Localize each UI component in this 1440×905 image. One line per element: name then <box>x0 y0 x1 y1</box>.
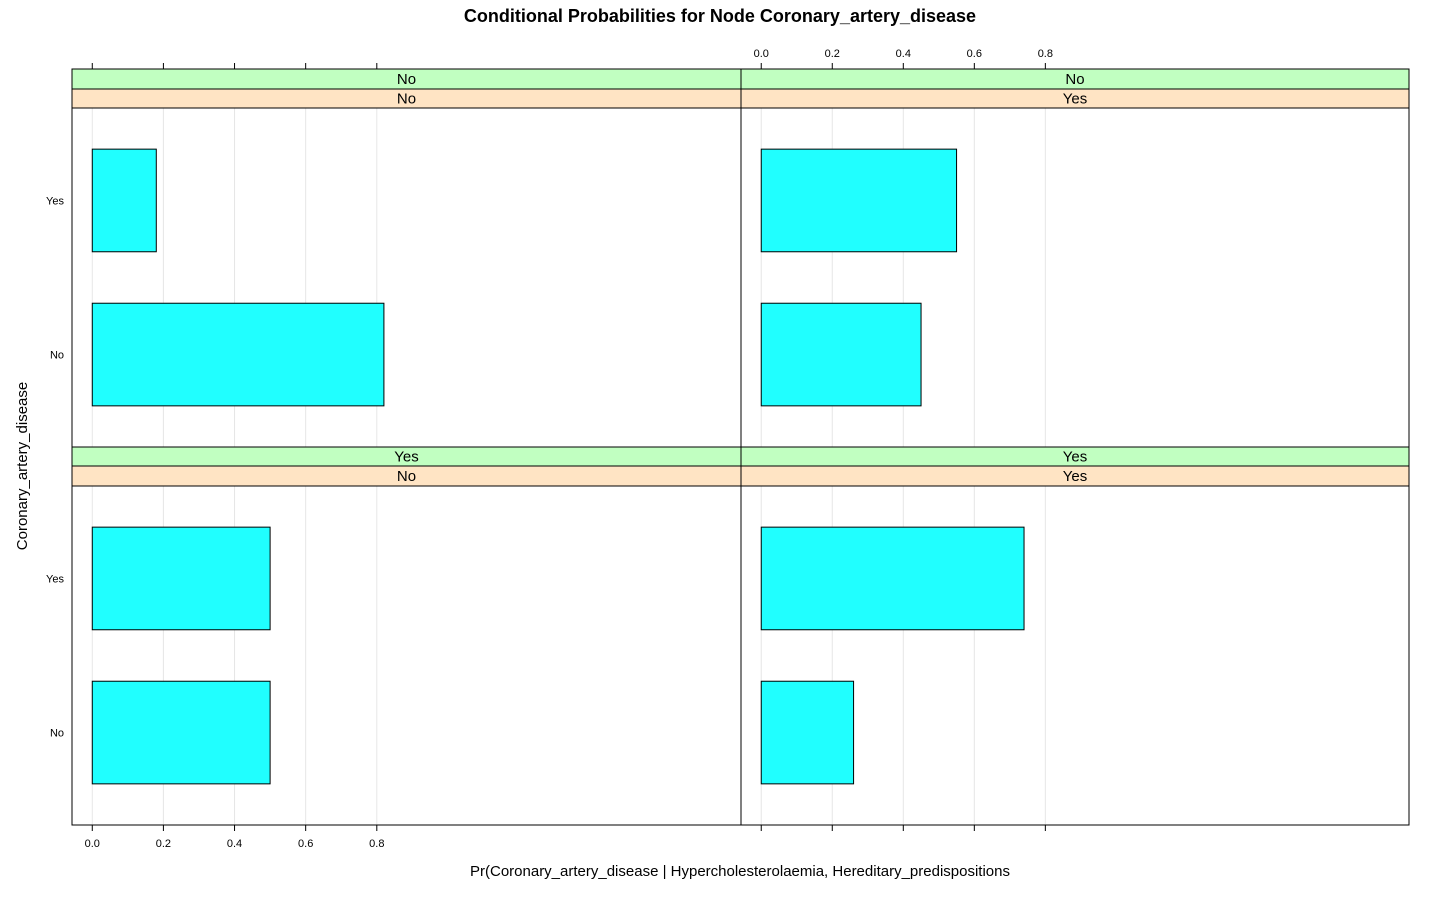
x-tick-label-bottom-left-3: 0.6 <box>298 838 313 850</box>
y-tick-label-top-yes: Yes <box>46 195 64 207</box>
y-tick-label-bottom-yes: Yes <box>46 573 64 585</box>
panel-frame-bottom-right <box>740 446 1410 826</box>
bar-bottom-right-no <box>760 680 855 785</box>
y-tick-label-top-no: No <box>50 350 64 362</box>
x-tick-label-top-right-4: 0.8 <box>1038 48 1053 60</box>
y-tick-label-bottom-no: No <box>50 728 64 740</box>
x-tick-label-top-right-2: 0.4 <box>896 48 911 60</box>
x-tick-label-bottom-left-2: 0.4 <box>227 838 242 850</box>
strip-top-label-bottom-right: Yes <box>1063 449 1087 466</box>
bar-bottom-left-no <box>91 680 271 785</box>
bar-top-left-no <box>91 302 385 407</box>
strip-bottom-label-top-left: No <box>397 91 416 108</box>
bar-top-left-yes <box>91 148 157 253</box>
strip-top-label-top-left: No <box>397 71 416 88</box>
x-tick-label-bottom-left-1: 0.2 <box>156 838 171 850</box>
x-tick-label-top-right-1: 0.2 <box>825 48 840 60</box>
bar-bottom-right-yes <box>760 526 1025 631</box>
x-tick-label-top-right-3: 0.6 <box>967 48 982 60</box>
x-axis-label: Pr(Coronary_artery_disease | Hypercholes… <box>470 863 1010 880</box>
x-tick-label-top-right-0: 0.0 <box>754 48 769 60</box>
y-axis-label: Coronary_artery_disease <box>14 382 31 550</box>
x-tick-label-bottom-left-0: 0.0 <box>85 838 100 850</box>
strip-bottom-label-bottom-right: Yes <box>1063 468 1087 485</box>
panels-layer: No No No Yes No Yes Yes No No Yes Yes Yes 0.0 0.2 0.4 0… <box>46 48 1410 850</box>
chart-title: Conditional Probabilities for Node Coron… <box>464 6 976 26</box>
strip-top-label-top-right: No <box>1065 71 1084 88</box>
bar-top-right-yes <box>760 148 958 253</box>
x-tick-label-bottom-left-4: 0.8 <box>369 838 384 850</box>
bar-top-right-no <box>760 302 922 407</box>
strip-bottom-label-bottom-left: No <box>397 468 416 485</box>
bar-bottom-left-yes <box>91 526 271 631</box>
strip-top-label-bottom-left: Yes <box>394 449 418 466</box>
strip-bottom-label-top-right: Yes <box>1063 91 1087 108</box>
